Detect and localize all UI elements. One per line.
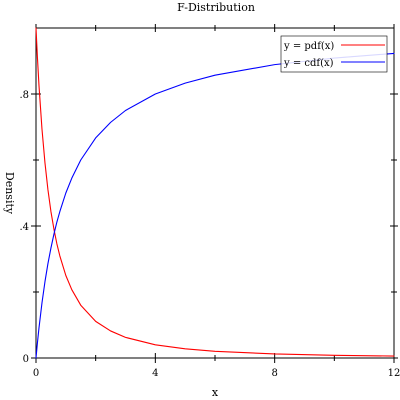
legend-label-cdf: y = cdf(x) <box>283 58 334 69</box>
y-axis-label: Density <box>3 172 16 215</box>
x-tick-label: 8 <box>271 368 277 379</box>
x-tick-label: 0 <box>33 368 39 379</box>
x-tick-label: 12 <box>388 368 400 379</box>
series-layer <box>35 27 395 359</box>
legend: y = pdf(x) y = cdf(x) <box>280 35 388 73</box>
y-tick-label: 0 <box>23 354 29 365</box>
legend-box <box>280 35 388 73</box>
ticks <box>31 24 398 363</box>
tick-labels: 0 4 8 12 0 .4 .8 <box>19 90 400 379</box>
plot-frame <box>35 27 395 359</box>
legend-label-pdf: y = pdf(x) <box>283 41 334 52</box>
cdf-series-line <box>35 52 395 359</box>
y-tick-label: .8 <box>19 90 29 101</box>
x-tick-label: 4 <box>152 368 158 379</box>
pdf-series-line <box>35 27 395 357</box>
x-axis-label: x <box>212 386 219 399</box>
chart-title: F-Distribution <box>177 1 255 14</box>
y-tick-label: .4 <box>19 222 29 233</box>
